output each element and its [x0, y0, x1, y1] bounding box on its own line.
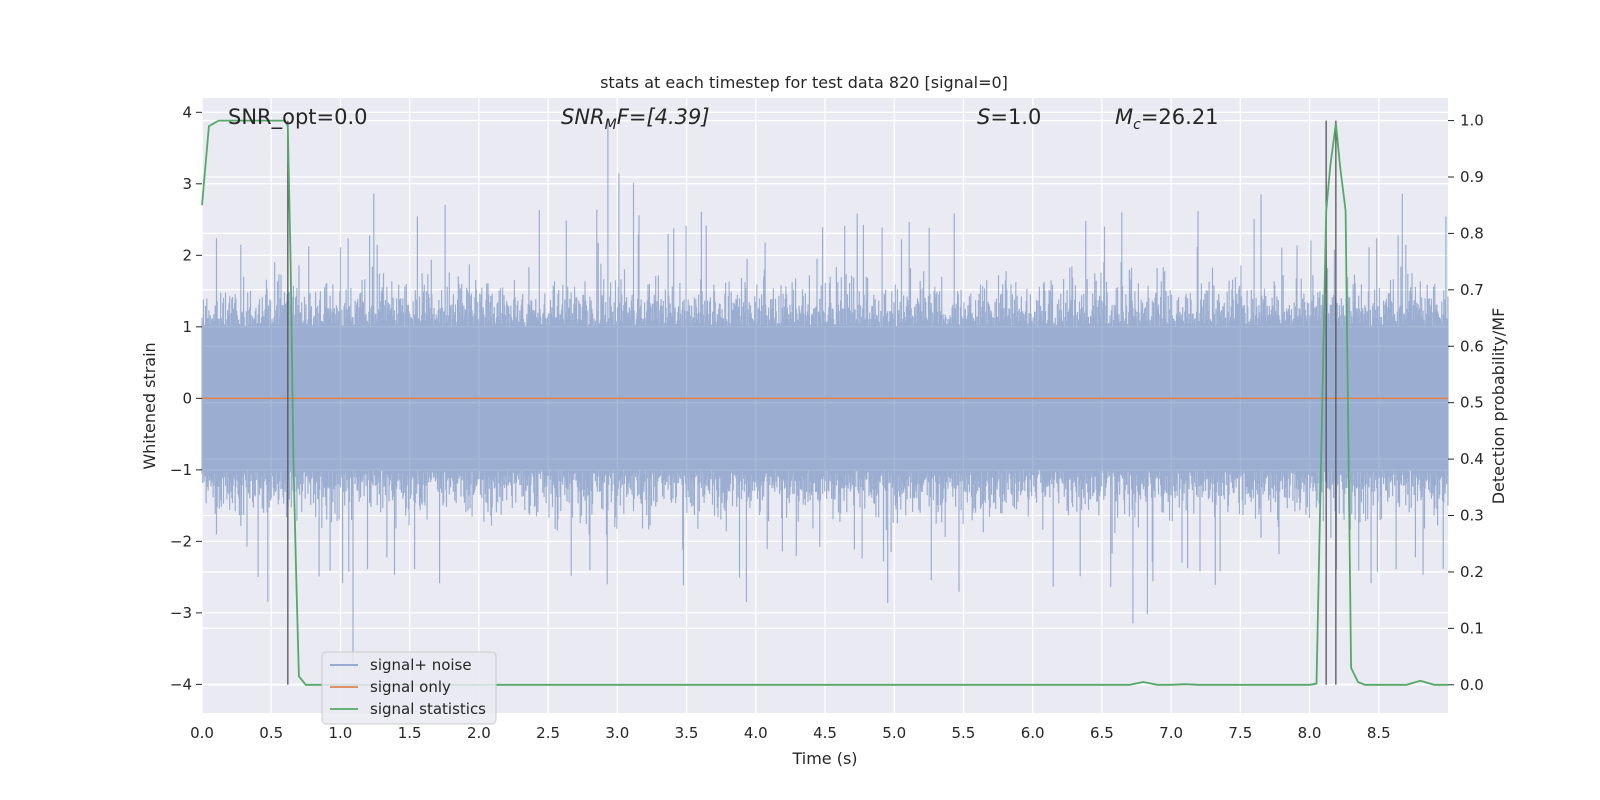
x-tick-label-16: 8.0	[1298, 724, 1322, 742]
x-axis-label: Time (s)	[791, 749, 857, 768]
y2-tick-label-3: 0.3	[1460, 507, 1484, 525]
y-tick-label-3: −1	[170, 461, 192, 479]
x-tick-label-1: 0.5	[259, 724, 283, 742]
x-tick-label-0: 0.0	[190, 724, 214, 742]
x-tick-label-12: 6.0	[1021, 724, 1045, 742]
y-tick-label-6: 2	[182, 246, 192, 264]
annotation-snr-mf: SNRMF=[4.39]	[561, 105, 710, 133]
y2-tick-label-9: 0.9	[1460, 168, 1484, 186]
y2-tick-label-2: 0.2	[1460, 563, 1484, 581]
y-tick-label-5: 1	[182, 318, 192, 336]
x-tick-label-13: 6.5	[1090, 724, 1114, 742]
annotation-s: S=1.0	[977, 105, 1041, 129]
y2-tick-label-0: 0.0	[1460, 676, 1484, 694]
y-tick-label-0: −4	[170, 675, 192, 693]
x-tick-label-5: 2.5	[536, 724, 560, 742]
annotations: SNR_opt=0.0 SNRMF=[4.39] S=1.0 Mc=26.21	[228, 105, 1219, 133]
y2-tick-label-6: 0.6	[1460, 337, 1484, 355]
legend: signal+ noise signal only signal statist…	[321, 651, 497, 725]
y2-tick-label-5: 0.5	[1460, 394, 1484, 412]
y-tick-label-4: 0	[182, 389, 192, 407]
legend-box	[321, 651, 497, 725]
series-signal-noise	[201, 119, 1449, 663]
signal-statistics-line	[201, 119, 1448, 686]
chart-title: stats at each timestep for test data 820…	[600, 73, 1008, 92]
x-tick-label-3: 1.5	[398, 724, 422, 742]
x-tick-label-4: 2.0	[467, 724, 491, 742]
y-axis-label: Whitened strain	[140, 342, 159, 469]
y-tick-label-7: 3	[182, 175, 192, 193]
y-axis-ticks: −4 −3 −2 −1 0 1 2 3 4	[170, 103, 202, 693]
x-axis-ticks: 0.0 0.5 1.0 1.5 2.0 2.5 3.0 3.5 4.0 4.5 5.0 5.5 6.0 6…	[190, 724, 1391, 742]
x-tick-label-11: 5.5	[952, 724, 976, 742]
y2-tick-label-1: 0.1	[1460, 619, 1484, 637]
noise-trace	[201, 119, 1449, 663]
legend-label-signal-noise: signal+ noise	[370, 656, 472, 674]
y-tick-label-8: 4	[182, 103, 192, 121]
annotation-mc: Mc=26.21	[1115, 105, 1219, 133]
x-tick-label-2: 1.0	[329, 724, 353, 742]
series-signal-statistics	[201, 119, 1448, 686]
y2-tick-label-7: 0.7	[1460, 281, 1484, 299]
x-tick-label-8: 4.0	[744, 724, 768, 742]
y2-tick-label-4: 0.4	[1460, 450, 1484, 468]
x-tick-label-15: 7.5	[1228, 724, 1252, 742]
x-tick-label-17: 8.5	[1367, 724, 1391, 742]
annotation-snr-opt: SNR_opt=0.0	[228, 105, 368, 130]
x-tick-label-9: 4.5	[813, 724, 837, 742]
x-tick-label-7: 3.5	[675, 724, 699, 742]
legend-label-signal-statistics: signal statistics	[370, 700, 486, 718]
x-tick-label-10: 5.0	[882, 724, 906, 742]
y2-axis-ticks: 0.0 0.1 0.2 0.3 0.4 0.5 0.6 0.7 0.8 0.9 1.0	[1448, 112, 1484, 694]
x-tick-label-6: 3.0	[605, 724, 629, 742]
y2-axis-label: Detection probability/MF	[1489, 308, 1508, 505]
y2-tick-label-8: 0.8	[1460, 224, 1484, 242]
x-tick-label-14: 7.0	[1159, 724, 1183, 742]
y-tick-label-1: −3	[170, 604, 192, 622]
y-tick-label-2: −2	[170, 532, 192, 550]
legend-label-signal-only: signal only	[370, 678, 451, 696]
y2-tick-label-10: 1.0	[1460, 112, 1484, 130]
